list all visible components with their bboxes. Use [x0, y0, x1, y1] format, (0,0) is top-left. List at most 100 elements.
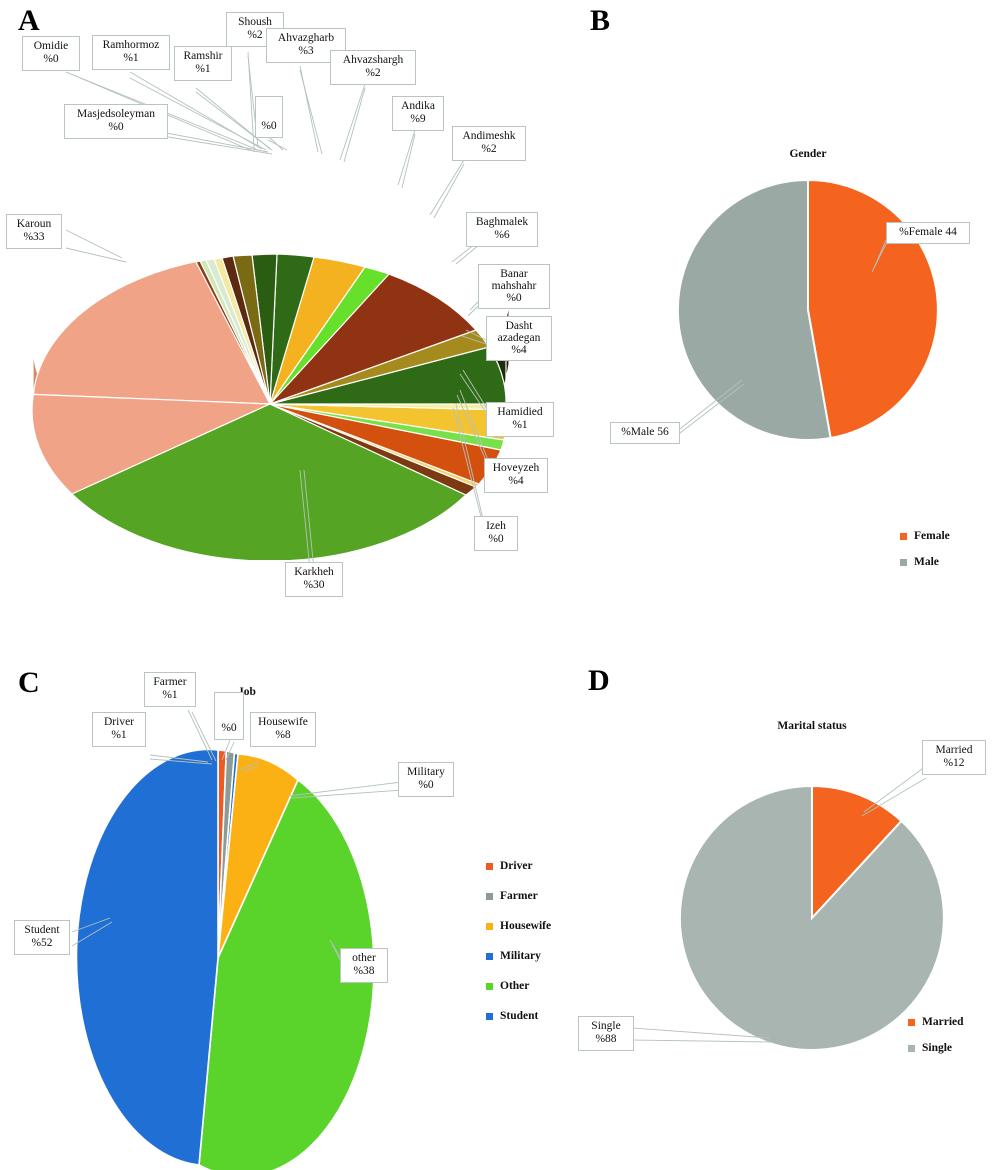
legend-label-single: Single: [922, 1042, 953, 1054]
legend-item-farmer: Farmer: [486, 890, 551, 902]
legend-item-other: Other: [486, 980, 551, 992]
label-other-name: other: [352, 952, 376, 964]
label-student-name: Student: [24, 924, 60, 936]
label-banar-mahshahr: Banar mahshahr %0: [478, 264, 550, 310]
label-banar-mahshahr-pct: %0: [506, 292, 522, 305]
label-other-pct: %38: [353, 964, 375, 977]
label-married-pct: %12: [943, 756, 965, 769]
label-unnamed-a-pct: %0: [261, 120, 277, 133]
panel-b-legend: Female Male: [900, 530, 950, 582]
label-unnamed-a: %0: [255, 96, 283, 138]
label-andimeshk-name: Andimeshk: [462, 130, 516, 142]
label-other: other %38: [340, 948, 388, 983]
label-andika: Andika %9: [392, 96, 444, 131]
label-hamidied-pct: %1: [512, 418, 528, 431]
panel-d-title: Marital status: [777, 720, 847, 732]
label-student: Student %52: [14, 920, 70, 955]
label-omidie-pct: %0: [43, 52, 59, 65]
label-ahvazshargh-name: Ahvazshargh: [342, 54, 404, 66]
legend-label-male: Male: [914, 556, 939, 568]
label-unnamed-c-pct: %0: [221, 722, 237, 735]
label-hoveyzeh: Hoveyzeh %4: [484, 458, 548, 493]
legend-swatch-housewife: [486, 922, 493, 930]
label-driver: Driver %1: [92, 712, 146, 747]
label-military-name: Military: [407, 766, 445, 778]
panel-c: C Job Driver %1 Farmer %1 %0 Housew: [0, 650, 560, 1170]
label-ramshir-name: Ramshir: [183, 50, 223, 62]
label-karoun-pct: %33: [23, 230, 45, 243]
legend-item-single: Single: [908, 1042, 964, 1054]
label-dasht-azadegan-pct: %4: [511, 344, 527, 357]
legend-swatch-male: [900, 558, 907, 566]
panel-d: D Marital status Married %12 Single %88 …: [560, 650, 1000, 1112]
panel-a-pie: [31, 253, 510, 560]
label-military: Military %0: [398, 762, 454, 797]
label-student-pct: %52: [31, 936, 53, 949]
callout-female-text: %Female 44: [899, 226, 957, 238]
label-karkheh: Karkheh %30: [285, 562, 343, 597]
label-driver-pct: %1: [111, 728, 127, 741]
label-farmer-pct: %1: [162, 688, 178, 701]
label-karkheh-name: Karkheh: [294, 566, 334, 578]
label-driver-name: Driver: [103, 716, 134, 728]
label-single-pct: %88: [595, 1032, 617, 1045]
label-ahvazshargh: Ahvazshargh %2: [330, 50, 416, 85]
label-ramshir-pct: %1: [195, 62, 211, 75]
legend-label-other: Other: [500, 980, 530, 992]
label-married-name: Married: [935, 744, 973, 756]
label-hoveyzeh-pct: %4: [508, 474, 524, 487]
legend-item-female: Female: [900, 530, 950, 542]
label-shoush-pct: %2: [247, 28, 263, 41]
label-omidie: Omidie %0: [22, 36, 80, 71]
label-hoveyzeh-name: Hoveyzeh: [492, 462, 540, 474]
label-ramshir: Ramshir %1: [174, 46, 232, 81]
panel-a-letter: A: [18, 4, 40, 37]
label-hamidied: Hamidied %1: [486, 402, 554, 437]
label-andimeshk-pct: %2: [481, 142, 497, 155]
label-housewife-name: Housewife: [258, 716, 308, 728]
legend-label-married: Married: [922, 1016, 964, 1028]
panel-d-legend: Married Single: [908, 1016, 964, 1068]
label-izeh: Izeh %0: [474, 516, 518, 551]
legend-label-driver: Driver: [500, 860, 533, 872]
panel-c-pie: [75, 750, 375, 1170]
legend-item-driver: Driver: [486, 860, 551, 872]
label-ramhormoz-pct: %1: [123, 51, 139, 64]
label-dasht-azadegan-name: Dasht azadegan: [497, 320, 541, 345]
legend-swatch-military: [486, 952, 493, 960]
label-unnamed-c: %0: [214, 692, 244, 740]
callout-male: %Male 56: [610, 422, 680, 444]
label-farmer: Farmer %1: [144, 672, 196, 707]
legend-label-military: Military: [500, 950, 541, 962]
panel-a: A: [0, 0, 560, 640]
legend-label-student: Student: [500, 1010, 539, 1022]
panel-b-pie: [678, 178, 938, 441]
label-banar-mahshahr-name: Banar mahshahr: [491, 268, 537, 293]
panel-c-letter: C: [18, 666, 40, 699]
label-omidie-name: Omidie: [33, 40, 69, 52]
panel-c-legend: Driver Farmer Housewife Military Other S…: [486, 860, 551, 1036]
label-masjedsoleyman-pct: %0: [108, 120, 124, 133]
label-ahvazgharb-pct: %3: [298, 44, 314, 57]
label-masjedsoleyman-name: Masjedsoleyman: [77, 108, 155, 120]
callout-male-text: %Male 56: [621, 426, 669, 438]
label-karoun: Karoun %33: [6, 214, 62, 249]
legend-label-farmer: Farmer: [500, 890, 538, 902]
label-shoush-name: Shoush: [238, 16, 272, 28]
panel-b-title: Gender: [789, 148, 827, 160]
label-housewife: Housewife %8: [250, 712, 316, 747]
panel-b: B Gender %Female 44 %Male 56 Female Male: [560, 0, 1000, 640]
legend-swatch-married: [908, 1018, 915, 1026]
label-ramhormoz: Ramhormoz %1: [92, 35, 170, 70]
label-dasht-azadegan: Dasht azadegan %4: [486, 316, 552, 362]
label-ahvazshargh-pct: %2: [365, 66, 381, 79]
legend-swatch-single: [908, 1044, 915, 1052]
label-farmer-name: Farmer: [153, 676, 187, 688]
panel-b-letter: B: [590, 4, 611, 37]
label-izeh-pct: %0: [488, 532, 504, 545]
panel-d-pie: [678, 784, 945, 1051]
legend-label-housewife: Housewife: [500, 920, 552, 932]
label-andika-name: Andika: [401, 100, 435, 112]
label-military-pct: %0: [418, 778, 434, 791]
panel-d-letter: D: [588, 664, 610, 697]
